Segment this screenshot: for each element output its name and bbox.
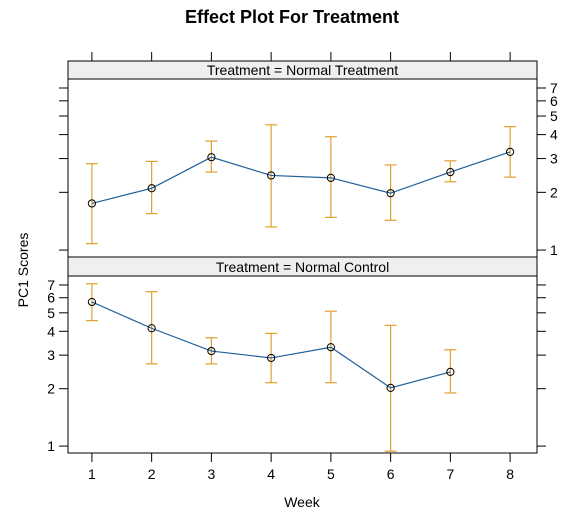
chart-title: Effect Plot For Treatment <box>185 7 399 27</box>
y-tick-label-right-1: 1 <box>550 242 558 258</box>
panel-frame-1 <box>67 78 538 258</box>
data-point-2-week-5 <box>326 343 335 352</box>
y-tick-label-left-7: 7 <box>47 277 55 293</box>
error-bar-2-week-7 <box>444 349 457 394</box>
data-point-1-week-7 <box>446 168 455 177</box>
y-axis-label: PC1 Scores <box>15 233 31 308</box>
data-point-2-week-1 <box>87 297 96 307</box>
panel-strip-label-2: Treatment = Normal Control <box>216 259 389 275</box>
data-point-1-week-2 <box>147 184 156 193</box>
x-tick-label-6: 6 <box>387 466 395 482</box>
data-point-1-week-6 <box>386 189 395 198</box>
error-bar-1-week-2 <box>145 160 158 215</box>
y-tick-label-right-3: 3 <box>550 151 558 167</box>
y-tick-label-left-4: 4 <box>47 323 55 339</box>
x-tick-label-3: 3 <box>207 466 215 482</box>
y-tick-label-right-4: 4 <box>550 127 558 143</box>
panel-frame-2 <box>67 275 538 454</box>
data-point-2-week-6 <box>386 383 395 392</box>
error-bar-1-week-5 <box>324 136 337 219</box>
y-tick-label-left-6: 6 <box>47 290 55 306</box>
data-point-1-week-5 <box>326 173 335 182</box>
x-axis-label: Week <box>284 494 321 510</box>
y-tick-label-right-5: 5 <box>550 108 558 124</box>
x-tick-label-1: 1 <box>88 466 96 482</box>
data-point-2-week-4 <box>267 353 276 363</box>
x-tick-label-5: 5 <box>327 466 335 482</box>
y-tick-label-left-1: 1 <box>47 438 55 454</box>
data-point-1-week-8 <box>506 147 515 157</box>
x-tick-label-7: 7 <box>446 466 454 482</box>
data-point-2-week-7 <box>446 367 455 376</box>
y-tick-label-right-2: 2 <box>550 184 558 200</box>
error-bar-1-week-7 <box>444 160 457 183</box>
data-point-1-week-4 <box>267 171 276 180</box>
series-line-1 <box>91 151 511 205</box>
x-tick-label-8: 8 <box>506 466 514 482</box>
data-point-1-week-3 <box>207 153 216 162</box>
y-tick-label-left-5: 5 <box>47 305 55 321</box>
data-point-2-week-3 <box>207 346 216 356</box>
error-bar-1-week-1 <box>85 163 98 245</box>
data-point-2-week-2 <box>147 324 156 333</box>
y-tick-label-left-2: 2 <box>47 381 55 397</box>
x-tick-label-4: 4 <box>267 466 275 482</box>
data-point-1-week-1 <box>87 199 96 208</box>
y-tick-label-left-3: 3 <box>47 347 55 363</box>
y-tick-label-right-6: 6 <box>550 93 558 109</box>
y-tick-label-right-7: 7 <box>550 80 558 96</box>
series-line-2 <box>91 301 451 389</box>
panels: Treatment = Normal Treatment1234567Treat… <box>47 52 558 482</box>
panel-strip-label-1: Treatment = Normal Treatment <box>207 62 398 78</box>
x-tick-label-2: 2 <box>148 466 156 482</box>
